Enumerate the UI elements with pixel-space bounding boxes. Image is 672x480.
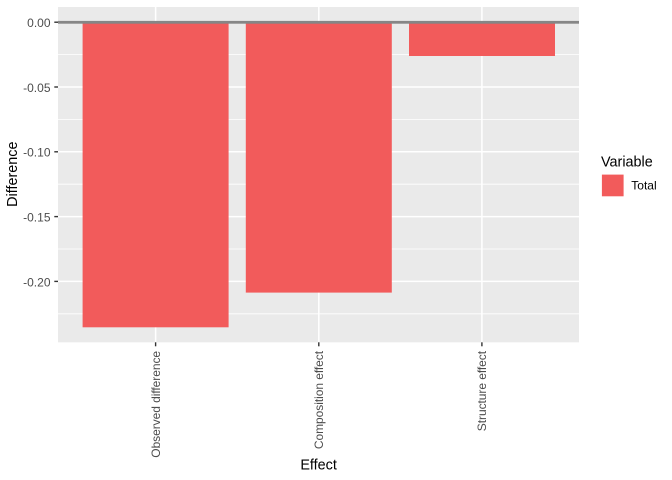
svg-text:-0.10: -0.10	[23, 146, 51, 160]
svg-text:Difference: Difference	[5, 142, 21, 207]
svg-text:Effect: Effect	[300, 458, 337, 474]
svg-text:Composition effect: Composition effect	[312, 350, 326, 449]
svg-text:Total: Total	[631, 179, 656, 193]
svg-text:Observed difference: Observed difference	[149, 351, 163, 458]
svg-text:0.00: 0.00	[27, 16, 51, 30]
svg-text:-0.20: -0.20	[23, 275, 51, 289]
svg-text:-0.15: -0.15	[23, 211, 51, 225]
svg-text:Variable: Variable	[601, 154, 653, 170]
svg-text:Structure effect: Structure effect	[475, 350, 489, 431]
svg-text:-0.05: -0.05	[23, 81, 51, 95]
